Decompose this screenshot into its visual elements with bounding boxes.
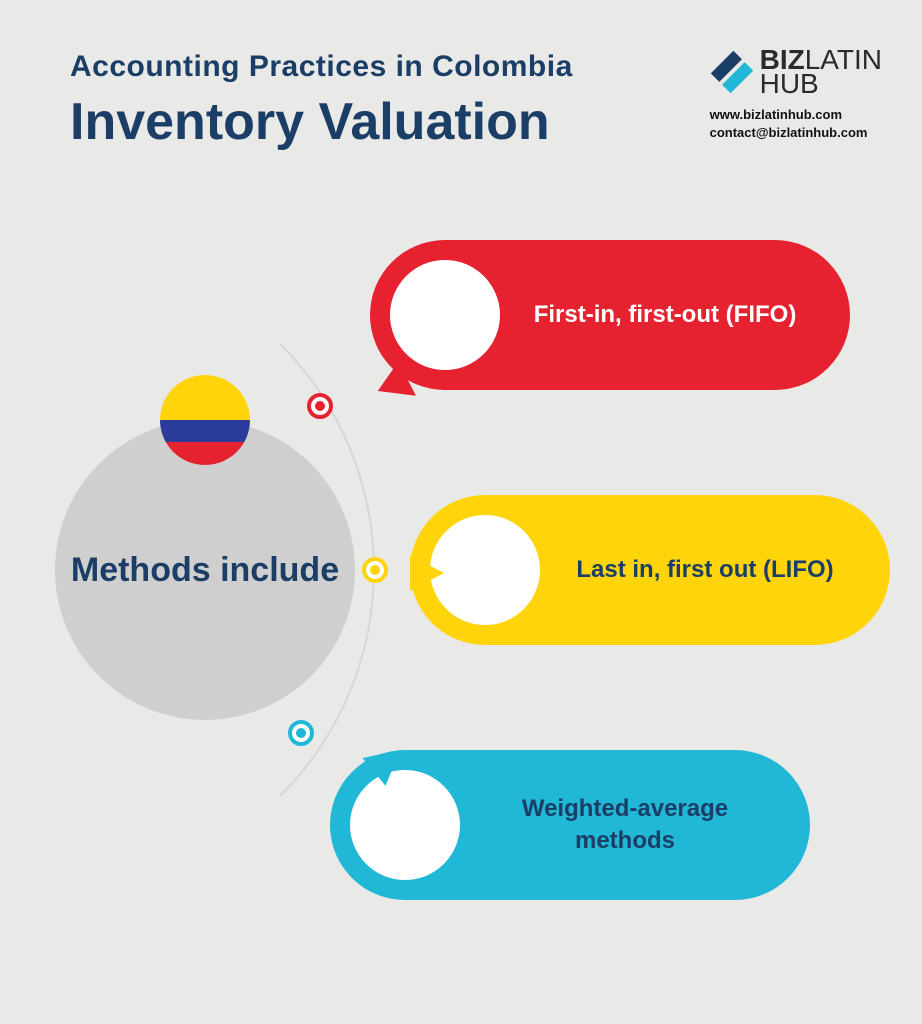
method-label: Last in, first out (LIFO) — [540, 554, 890, 586]
central-circle: Methods include — [55, 420, 355, 720]
infographic-canvas: Methods include First-in, first-out (FIF… — [0, 200, 922, 1000]
method-label: Weighted-average methods — [460, 793, 810, 858]
arc-node-1 — [307, 393, 333, 419]
central-label: Methods include — [71, 549, 339, 592]
method-bubble-2: Last in, first out (LIFO) — [410, 495, 890, 645]
bubble-inner-circle — [350, 770, 460, 880]
arc-node-2 — [362, 557, 388, 583]
brand-block: BIZLATIN HUB www.bizlatinhub.com contact… — [710, 48, 882, 142]
contact-info: www.bizlatinhub.com contact@bizlatinhub.… — [710, 106, 882, 142]
website-text: www.bizlatinhub.com — [710, 106, 882, 124]
bubble-inner-circle — [430, 515, 540, 625]
method-bubble-1: First-in, first-out (FIFO) — [370, 240, 850, 390]
brand-logo: BIZLATIN HUB — [710, 48, 882, 96]
email-text: contact@bizlatinhub.com — [710, 124, 882, 142]
method-bubble-3: Weighted-average methods — [330, 750, 810, 900]
colombia-flag-icon — [160, 375, 250, 465]
logo-icon — [710, 50, 754, 94]
bubble-tail — [410, 555, 444, 591]
arc-node-3 — [288, 720, 314, 746]
bubble-inner-circle — [390, 260, 500, 370]
method-label: First-in, first-out (FIFO) — [500, 299, 850, 331]
logo-text: BIZLATIN HUB — [760, 48, 882, 96]
